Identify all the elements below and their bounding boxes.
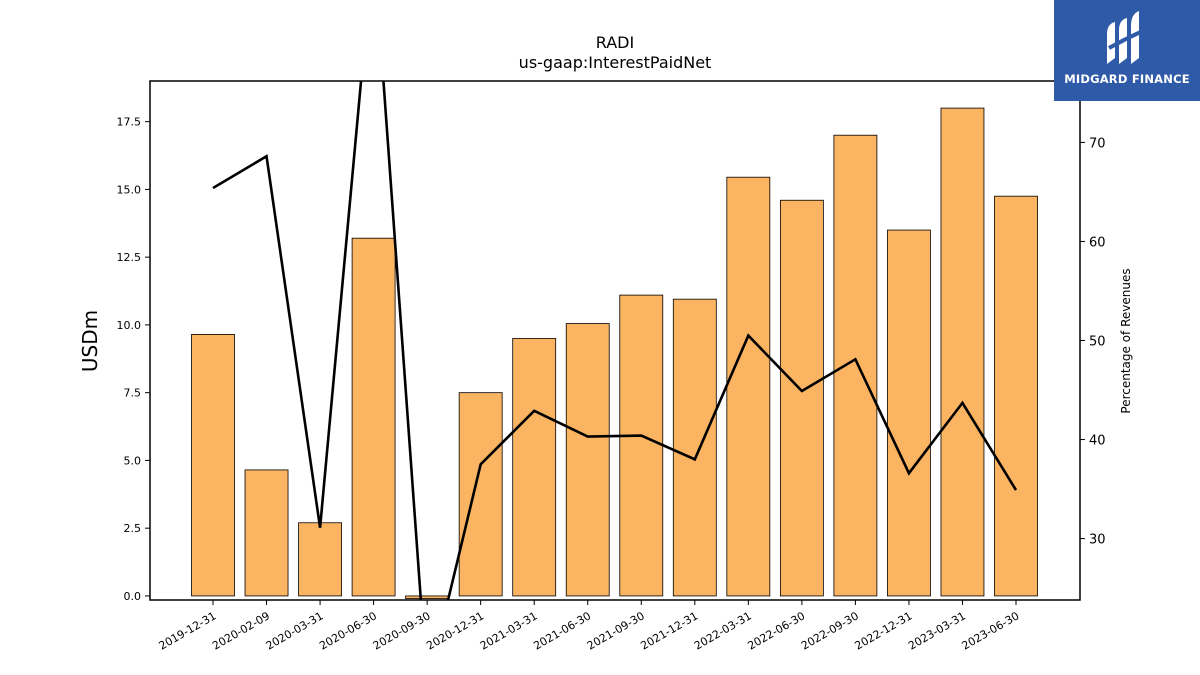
- x-tick-label: 2022-03-31: [692, 609, 754, 652]
- bar: [833, 134, 878, 597]
- x-tick-label: 2023-06-30: [960, 609, 1022, 652]
- x-tick-label: 2023-03-31: [906, 609, 968, 652]
- chart-subtitle: us-gaap:InterestPaidNet: [519, 53, 712, 72]
- x-tick-label: 2020-03-31: [264, 609, 326, 652]
- y2-tick-label: 40: [1089, 434, 1106, 449]
- series-line: [212, 81, 1018, 600]
- bar: [351, 237, 396, 597]
- plot-frame: [149, 80, 1081, 601]
- y2-tick-label: 50: [1089, 335, 1106, 350]
- bar: [191, 334, 235, 597]
- bar: [779, 199, 824, 597]
- y-tick-label: 17.5: [117, 116, 142, 129]
- y-tick-label: 12.5: [117, 251, 142, 264]
- bar: [458, 392, 503, 597]
- x-tick-label: 2022-06-30: [745, 609, 807, 652]
- y2-tick-label: 60: [1089, 235, 1106, 250]
- y-tick-label: 2.5: [124, 522, 142, 535]
- bar: [565, 323, 610, 597]
- bar: [619, 294, 664, 597]
- x-tick-label: 2021-12-31: [638, 609, 700, 652]
- x-tick-label: 2020-02-09: [210, 609, 272, 652]
- y-tick-label: 5.0: [124, 454, 142, 467]
- x-tick-label: 2020-12-31: [424, 609, 486, 652]
- plot-area: 0.0 2.5 5.0 7.5 10.0 12.5 15.0 17.5 30 40 50 60 70 20…: [117, 80, 1106, 653]
- bar: [298, 522, 342, 597]
- bar: [244, 469, 289, 597]
- x-tick-label: 2021-06-30: [531, 609, 593, 652]
- y2-tick-label: 30: [1089, 533, 1106, 548]
- chart-title: RADI: [596, 33, 634, 52]
- y-tick-label: 15.0: [117, 183, 142, 196]
- y-tick-label: 7.5: [124, 387, 142, 400]
- brand-name: MIDGARD FINANCE: [1064, 72, 1190, 86]
- y-axis-label: USDm: [78, 310, 102, 372]
- x-tick-label: 2021-09-30: [585, 609, 647, 652]
- y2-axis-label: Percentage of Revenues: [1119, 268, 1133, 413]
- x-tick-label: 2021-03-31: [478, 609, 540, 652]
- bar: [887, 229, 931, 597]
- bar: [512, 338, 557, 597]
- bar: [405, 595, 450, 600]
- x-tick-label: 2020-09-30: [371, 609, 433, 652]
- bar: [672, 298, 717, 597]
- bar: [940, 107, 985, 597]
- y-tick-label: 0.0: [124, 590, 142, 603]
- brand-mark-icon: [1107, 11, 1146, 64]
- x-tick-label: 2022-12-31: [853, 609, 915, 652]
- bar: [726, 176, 771, 597]
- y-tick-label: 10.0: [117, 319, 142, 332]
- x-tick-label: 2022-09-30: [799, 609, 861, 652]
- y2-tick-label: 70: [1089, 136, 1106, 151]
- x-tick-label: 2019-12-31: [157, 609, 219, 652]
- x-tick-label: 2020-06-30: [317, 609, 379, 652]
- brand-logo: MIDGARD FINANCE: [1054, 0, 1200, 101]
- bar: [994, 195, 1038, 597]
